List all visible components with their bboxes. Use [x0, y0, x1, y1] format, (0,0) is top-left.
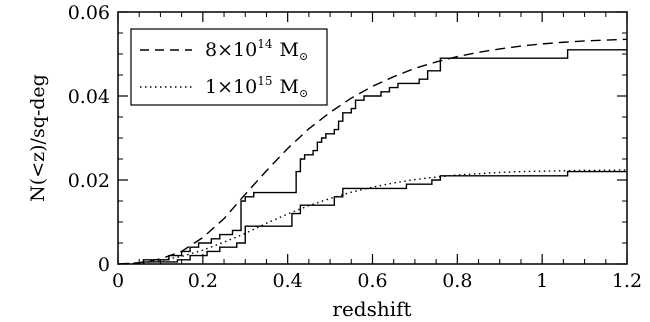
- y-tick-label: 0.02: [68, 170, 110, 192]
- y-tick-label: 0.04: [68, 86, 110, 108]
- x-tick-label: 0.4: [273, 270, 303, 292]
- x-tick-label: 0.8: [442, 270, 472, 292]
- x-tick-label: 0.6: [357, 270, 387, 292]
- legend-box: [130, 28, 328, 106]
- x-tick-label: 1: [536, 270, 548, 292]
- legend: 8×1014 M⊙ 1×1015 M⊙: [130, 28, 328, 106]
- legend-label-1: 8×1014 M⊙: [205, 37, 308, 63]
- legend-label-2: 1×1015 M⊙: [205, 74, 308, 100]
- series-layer: [117, 38, 628, 265]
- x-tick-label: 0.2: [188, 270, 218, 292]
- y-tick-label: 0: [98, 254, 110, 276]
- y-tick-labels: 0 0.02 0.04 0.06: [68, 2, 110, 276]
- series-line-4-step-solid: [142, 170, 627, 264]
- x-tick-label: 0: [112, 270, 124, 292]
- y-axis-label: N(<z)/sq-deg: [27, 74, 49, 202]
- x-tick-label: 1.2: [612, 270, 642, 292]
- series-line-2-dotted: [117, 169, 628, 265]
- series-line-3-step-solid: [142, 49, 627, 264]
- plot-frame: [117, 11, 628, 265]
- x-axis-label: redshift: [332, 297, 411, 321]
- x-tick-labels: 0 0.2 0.4 0.6 0.8 1 1.2: [112, 270, 642, 292]
- y-tick-label: 0.06: [68, 2, 110, 24]
